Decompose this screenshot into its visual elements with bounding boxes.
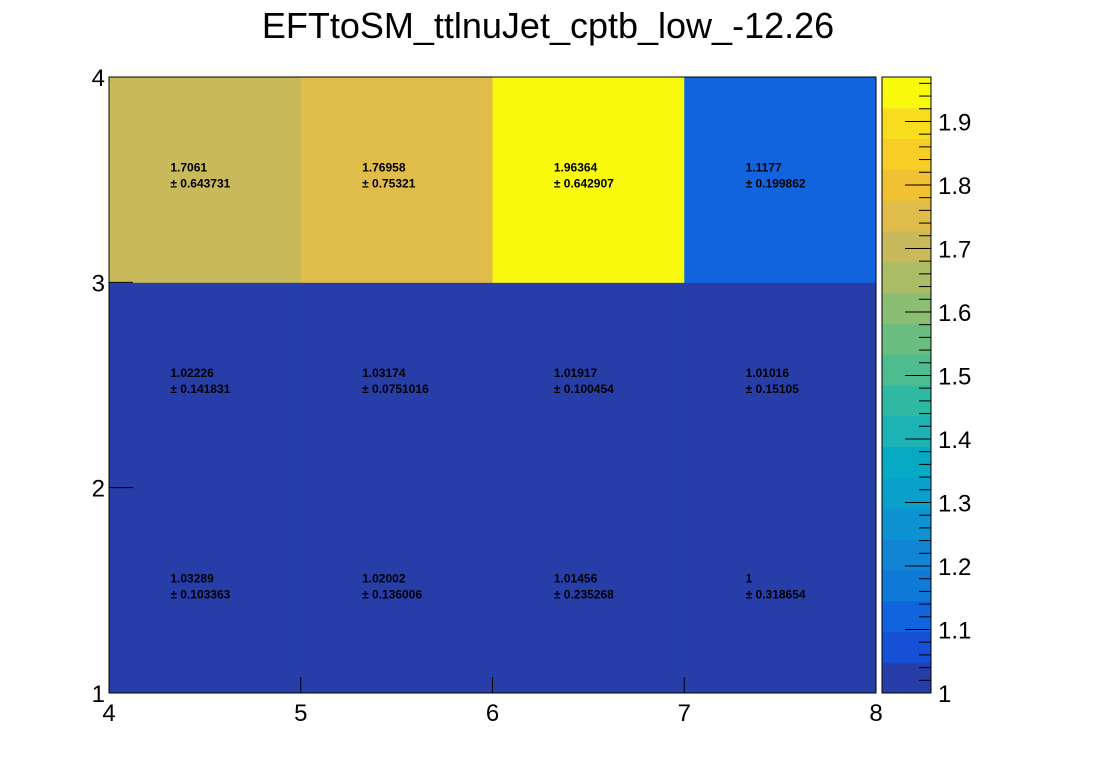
colorbar-tick-label: 1.5	[938, 363, 971, 390]
cell-value-label: 1.01456	[554, 571, 598, 585]
heatmap-cell	[684, 487, 877, 694]
colorbar: 1 1.1 1.2 1.3 1.4 1.5 1.6 1.7 1.8 1.9	[881, 76, 971, 708]
colorbar-swatch	[882, 323, 931, 355]
colorbar-tick-label: 1.2	[938, 554, 971, 581]
colorbar-swatch	[882, 600, 931, 632]
heatmap-cells	[109, 77, 877, 694]
cell-error-label: ± 0.642907	[554, 177, 614, 191]
x-tick-label: 6	[486, 700, 499, 727]
heatmap-cell	[300, 77, 493, 283]
colorbar-swatch	[882, 354, 931, 386]
x-tick-label: 7	[678, 700, 691, 727]
colorbar-swatch	[882, 292, 931, 324]
colorbar-swatch	[882, 508, 931, 540]
cell-error-label: ± 0.318654	[746, 587, 806, 601]
colorbar-swatch	[882, 200, 931, 232]
colorbar-tick-label: 1.1	[938, 617, 971, 644]
cell-error-label: ± 0.75321	[362, 177, 416, 191]
colorbar-tick-label: 1.7	[938, 236, 971, 263]
y-tick-label: 3	[92, 270, 105, 297]
cell-error-label: ± 0.141831	[170, 382, 230, 396]
y-axis: 1 2 3 4	[92, 65, 133, 708]
colorbar-swatch	[882, 662, 931, 694]
heatmap-cell	[109, 487, 302, 694]
colorbar-swatch	[882, 631, 931, 663]
colorbar-tick-label: 1.9	[938, 109, 971, 136]
colorbar-tick-label: 1.8	[938, 173, 971, 200]
cell-labels: 1.03289 ± 0.103363 1.02002 ± 0.136006 1.0145…	[170, 161, 806, 602]
heatmap-cell	[492, 282, 685, 489]
cell-value-label: 1.03174	[362, 366, 406, 380]
cell-value-label: 1.01016	[746, 366, 790, 380]
colorbar-swatch	[882, 477, 931, 509]
chart-title: EFTtoSM_ttlnuJet_cptb_low_-12.26	[262, 5, 834, 46]
cell-error-label: ± 0.0751016	[362, 382, 429, 396]
y-tick-label: 1	[92, 681, 105, 708]
heatmap-cell	[109, 77, 302, 283]
cell-value-label: 1.03289	[170, 571, 214, 585]
heatmap-cell	[300, 282, 493, 489]
cell-value-label: 1.76958	[362, 161, 406, 175]
colorbar-swatch	[882, 539, 931, 571]
x-tick-label: 4	[102, 700, 115, 727]
x-tick-label: 5	[294, 700, 307, 727]
colorbar-swatch	[882, 261, 931, 294]
x-tick-label: 8	[869, 700, 882, 727]
colorbar-swatch	[882, 415, 931, 448]
cell-value-label: 1.01917	[554, 366, 598, 380]
cell-value-label: 1.1177	[746, 161, 782, 175]
colorbar-swatch	[882, 569, 931, 602]
colorbar-swatch	[882, 77, 931, 109]
heatmap-cell	[684, 282, 877, 489]
cell-error-label: ± 0.100454	[554, 382, 614, 396]
cell-error-label: ± 0.235268	[554, 587, 614, 601]
heatmap-cell	[492, 77, 685, 283]
cell-value-label: 1.02226	[170, 366, 214, 380]
cell-error-label: ± 0.103363	[170, 587, 230, 601]
cell-error-label: ± 0.199862	[746, 177, 806, 191]
heatmap-cell	[300, 487, 493, 694]
cell-error-label: ± 0.136006	[362, 587, 422, 601]
colorbar-tick-label: 1.4	[938, 427, 971, 454]
y-tick-label: 4	[92, 65, 105, 92]
heatmap-cell	[492, 487, 685, 694]
cell-value-label: 1.02002	[362, 571, 406, 585]
heatmap-cell	[109, 282, 302, 489]
colorbar-swatch	[882, 138, 931, 170]
colorbar-tick-label: 1.3	[938, 490, 971, 517]
cell-error-label: ± 0.643731	[170, 177, 230, 191]
colorbar-tick-label: 1.6	[938, 300, 971, 327]
cell-value-label: 1	[746, 571, 753, 585]
cell-error-label: ± 0.15105	[746, 382, 800, 396]
cell-value-label: 1.96364	[554, 161, 598, 175]
cell-value-label: 1.7061	[170, 161, 207, 175]
x-axis: 4 5 6 7 8	[102, 677, 883, 727]
heatmap-cell	[684, 77, 877, 283]
y-tick-label: 2	[92, 476, 105, 503]
colorbar-tick-label: 1	[938, 681, 951, 708]
